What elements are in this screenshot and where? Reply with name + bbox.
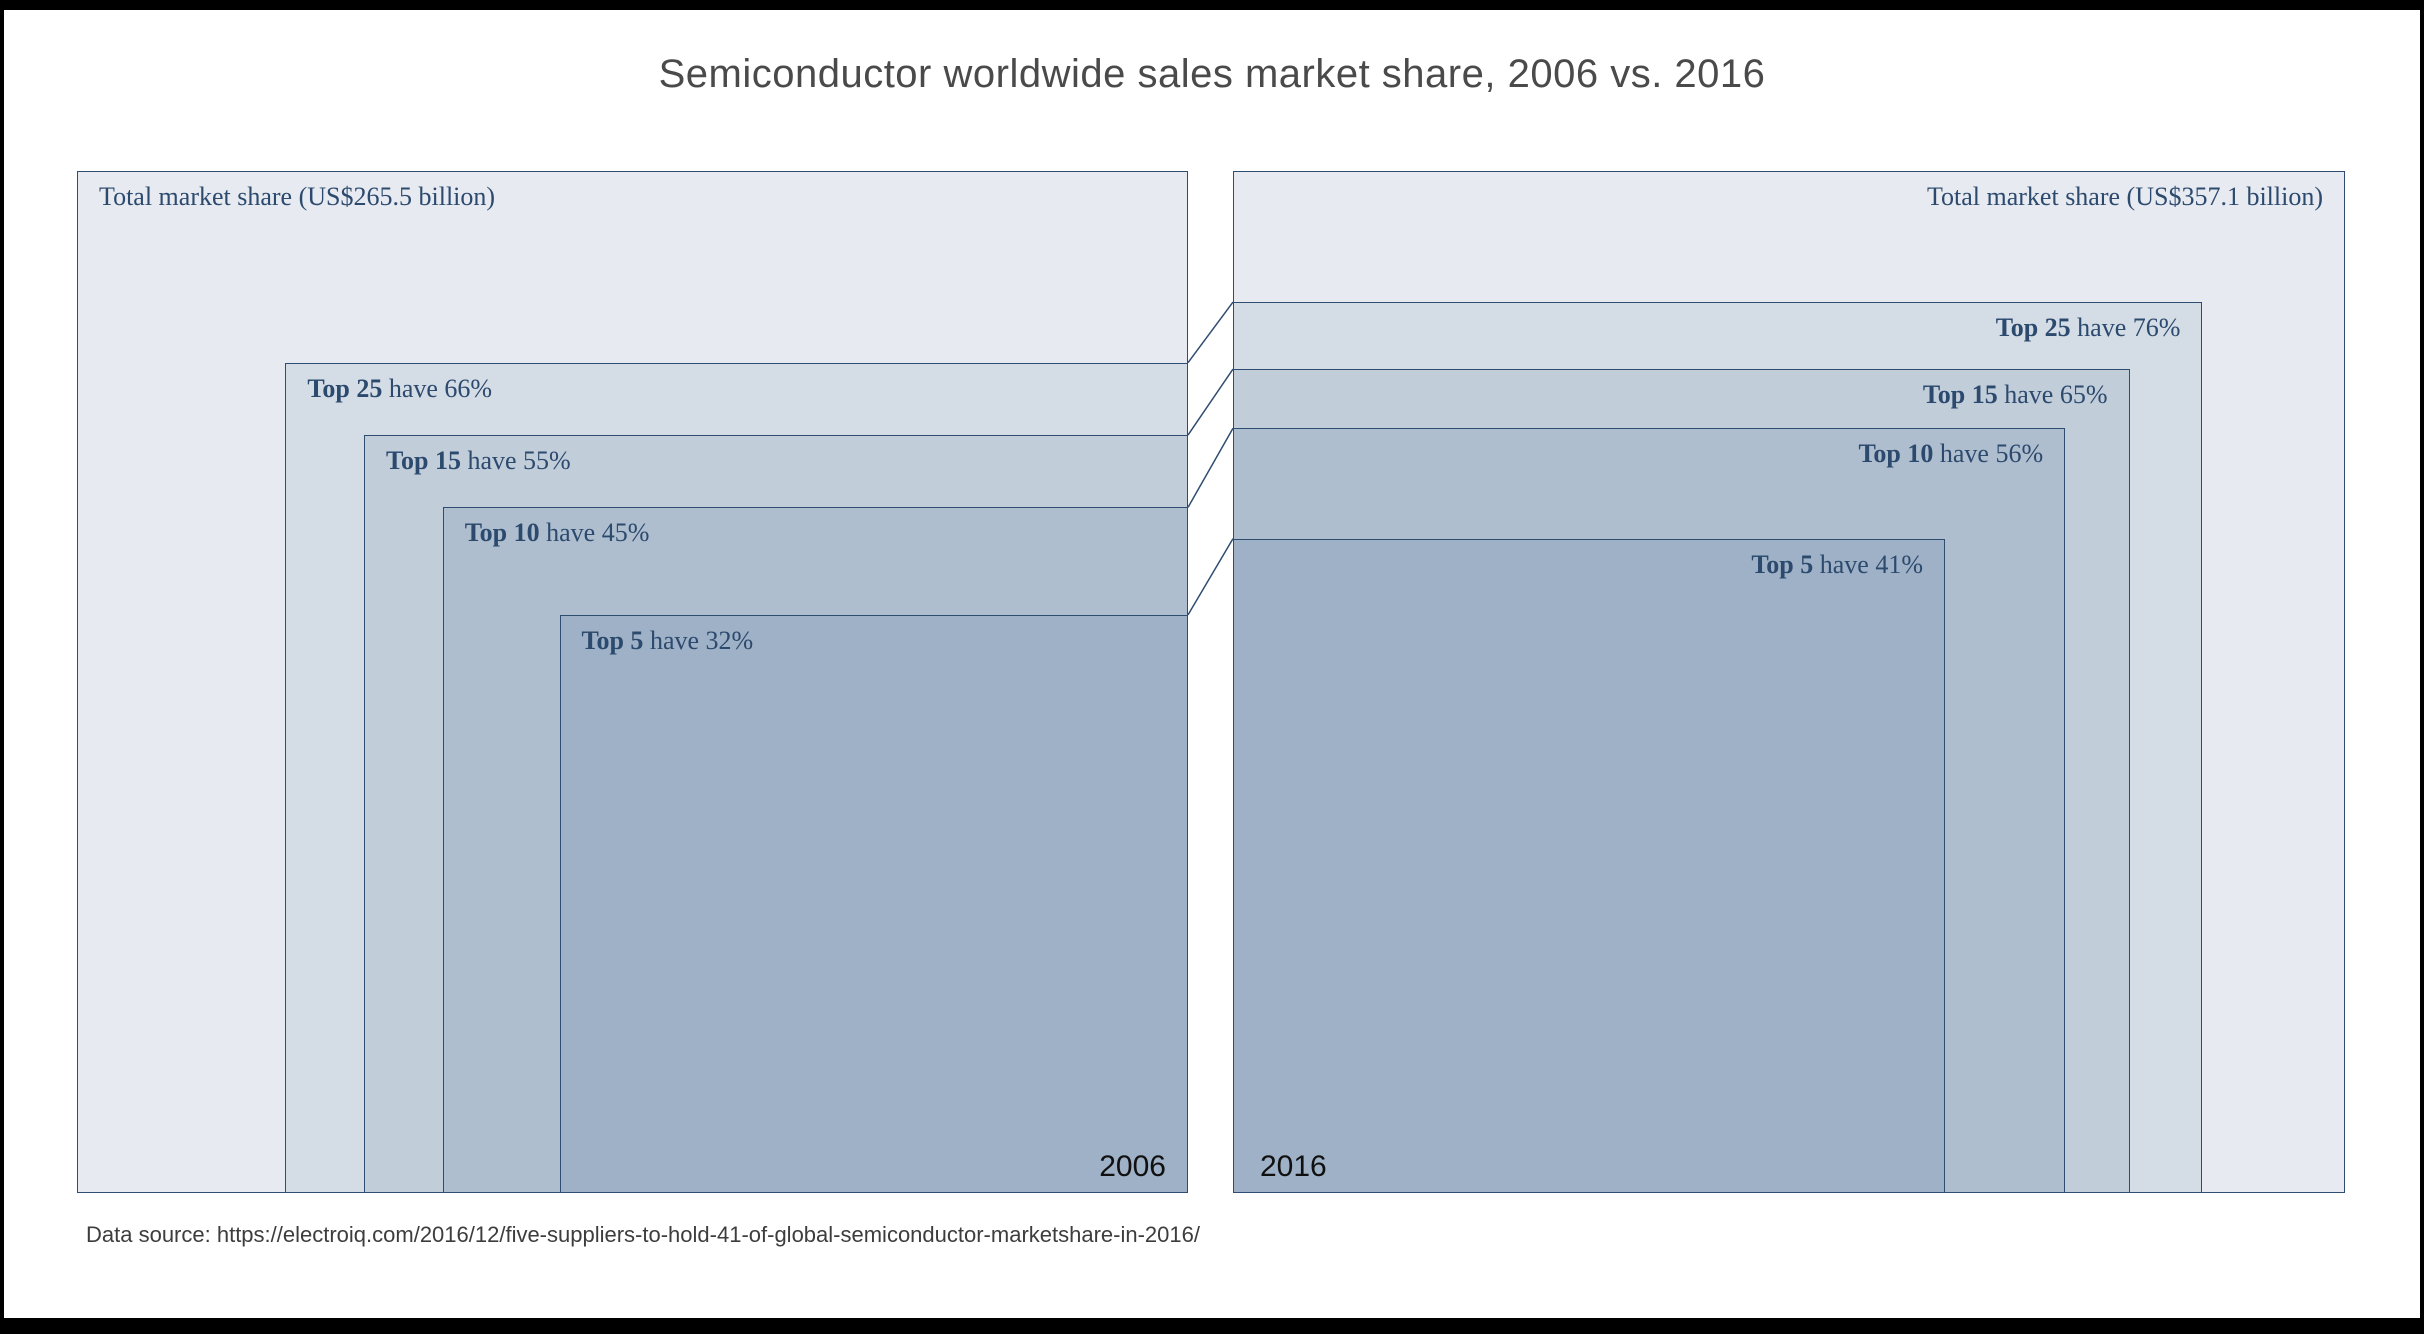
label-2006-top-25: Top 25 have 66% <box>286 364 1187 414</box>
connector-line-top-10 <box>1187 427 1234 508</box>
label-2016-total: Total market share (US$357.1 billion) <box>1926 182 2323 211</box>
label-share-text: have 55% <box>460 446 571 476</box>
label-2006-top-15: Top 15 have 55% <box>365 436 1187 486</box>
connector-line-top-5 <box>1187 538 1234 616</box>
label-2006-top-10: Top 10 have 45% <box>444 508 1187 558</box>
label-share-text: have 32% <box>643 625 754 655</box>
label-share-text: have 45% <box>539 518 650 548</box>
label-2006-total: Total market share (US$265.5 billion) <box>99 182 496 211</box>
label-share-text: have 41% <box>1813 549 1924 579</box>
year-label-2006: 2006 <box>1099 1150 1166 1183</box>
label-share-text: have 76% <box>2070 313 2181 343</box>
label-group-name: Top 5 <box>1751 549 1814 579</box>
label-group-name: Top 10 <box>464 518 540 548</box>
label-group-name: Top 25 <box>1995 313 2071 343</box>
label-2016-top-5: Top 5 have 41% <box>1234 540 1944 590</box>
label-2016-top-25: Top 25 have 76% <box>1234 303 2201 353</box>
rect-2016-top-5: Top 5 have 41% <box>1233 538 1946 1193</box>
label-2016-top-15: Top 15 have 65% <box>1234 370 2129 420</box>
label-group-name: Top 5 <box>581 625 644 655</box>
label-share-text: have 56% <box>1933 439 2044 469</box>
label-group-name: Top 10 <box>1858 439 1934 469</box>
connector-line-top-25 <box>1187 301 1234 364</box>
year-label-2016: 2016 <box>1260 1150 1327 1183</box>
label-group-name: Top 15 <box>1922 380 1998 410</box>
label-share-text: have 66% <box>382 373 493 403</box>
label-group-name: Top 25 <box>307 373 383 403</box>
data-source-note: Data source: https://electroiq.com/2016/… <box>86 1222 1200 1247</box>
chart-title: Semiconductor worldwide sales market sha… <box>658 52 1766 96</box>
label-2016-top-10: Top 10 have 56% <box>1234 429 2064 479</box>
connector-line-top-15 <box>1187 368 1234 436</box>
label-group-name: Top 15 <box>386 446 461 476</box>
label-2006-top-5: Top 5 have 32% <box>561 616 1187 666</box>
rect-2006-top-5: Top 5 have 32% <box>559 614 1188 1193</box>
label-share-text: have 65% <box>1997 380 2108 410</box>
